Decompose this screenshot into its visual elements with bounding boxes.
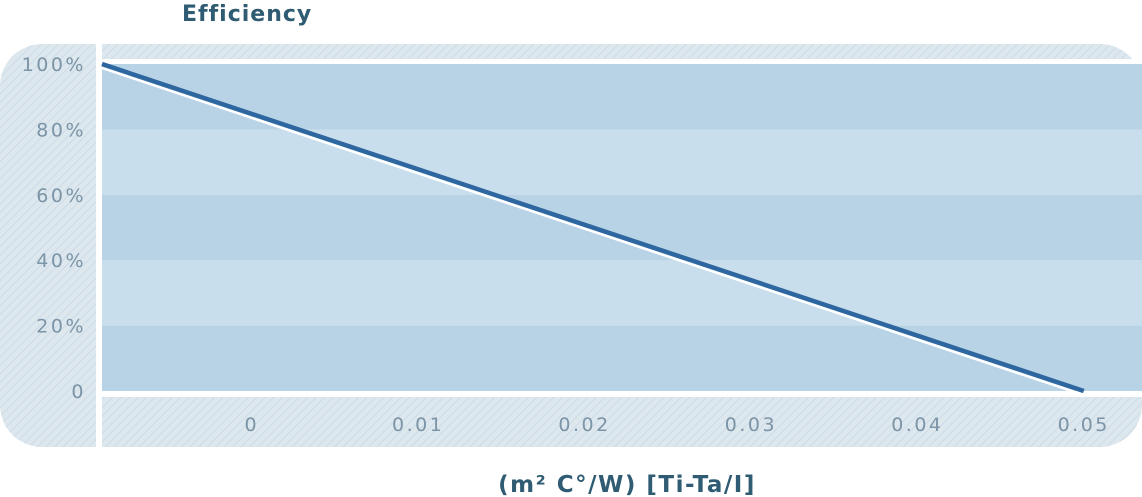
grid-band xyxy=(102,64,1142,130)
x-tick-labels: 0 0.01 0.02 0.03 0.04 0.05 xyxy=(244,414,1110,436)
series-line xyxy=(101,61,1085,394)
x-tick-label: 0.02 xyxy=(558,414,610,436)
plot-area xyxy=(102,64,1142,391)
series-group xyxy=(101,61,1085,397)
y-tick-label: 20% xyxy=(36,316,86,338)
y-axis-title: Efficiency xyxy=(182,2,312,27)
x-tick-label: 0.04 xyxy=(891,414,943,436)
y-tick-labels: 0 20% 40% 60% 80% 100% xyxy=(22,54,86,403)
grid-band xyxy=(102,129,1142,195)
frame-divider-top xyxy=(96,59,1142,64)
x-tick-label: 0 xyxy=(244,414,259,436)
grid-band xyxy=(102,194,1142,261)
x-axis-title: (m² C°/W) [Ti-Ta/I] xyxy=(498,472,756,497)
y-tick-label: 80% xyxy=(36,119,86,141)
x-tick-label: 0.01 xyxy=(392,414,444,436)
y-tick-label: 60% xyxy=(36,185,86,207)
y-tick-label: 0 xyxy=(71,381,86,403)
x-tick-label: 0.05 xyxy=(1058,414,1110,436)
frame-divider-horizontal xyxy=(96,391,1142,397)
y-tick-label: 100% xyxy=(22,54,86,76)
series-line-highlight xyxy=(101,66,1085,397)
grid-band xyxy=(102,325,1142,391)
x-tick-label: 0.03 xyxy=(725,414,777,436)
y-tick-label: 40% xyxy=(36,250,86,272)
frame-divider-vertical xyxy=(96,40,102,452)
grid-band xyxy=(102,260,1142,326)
